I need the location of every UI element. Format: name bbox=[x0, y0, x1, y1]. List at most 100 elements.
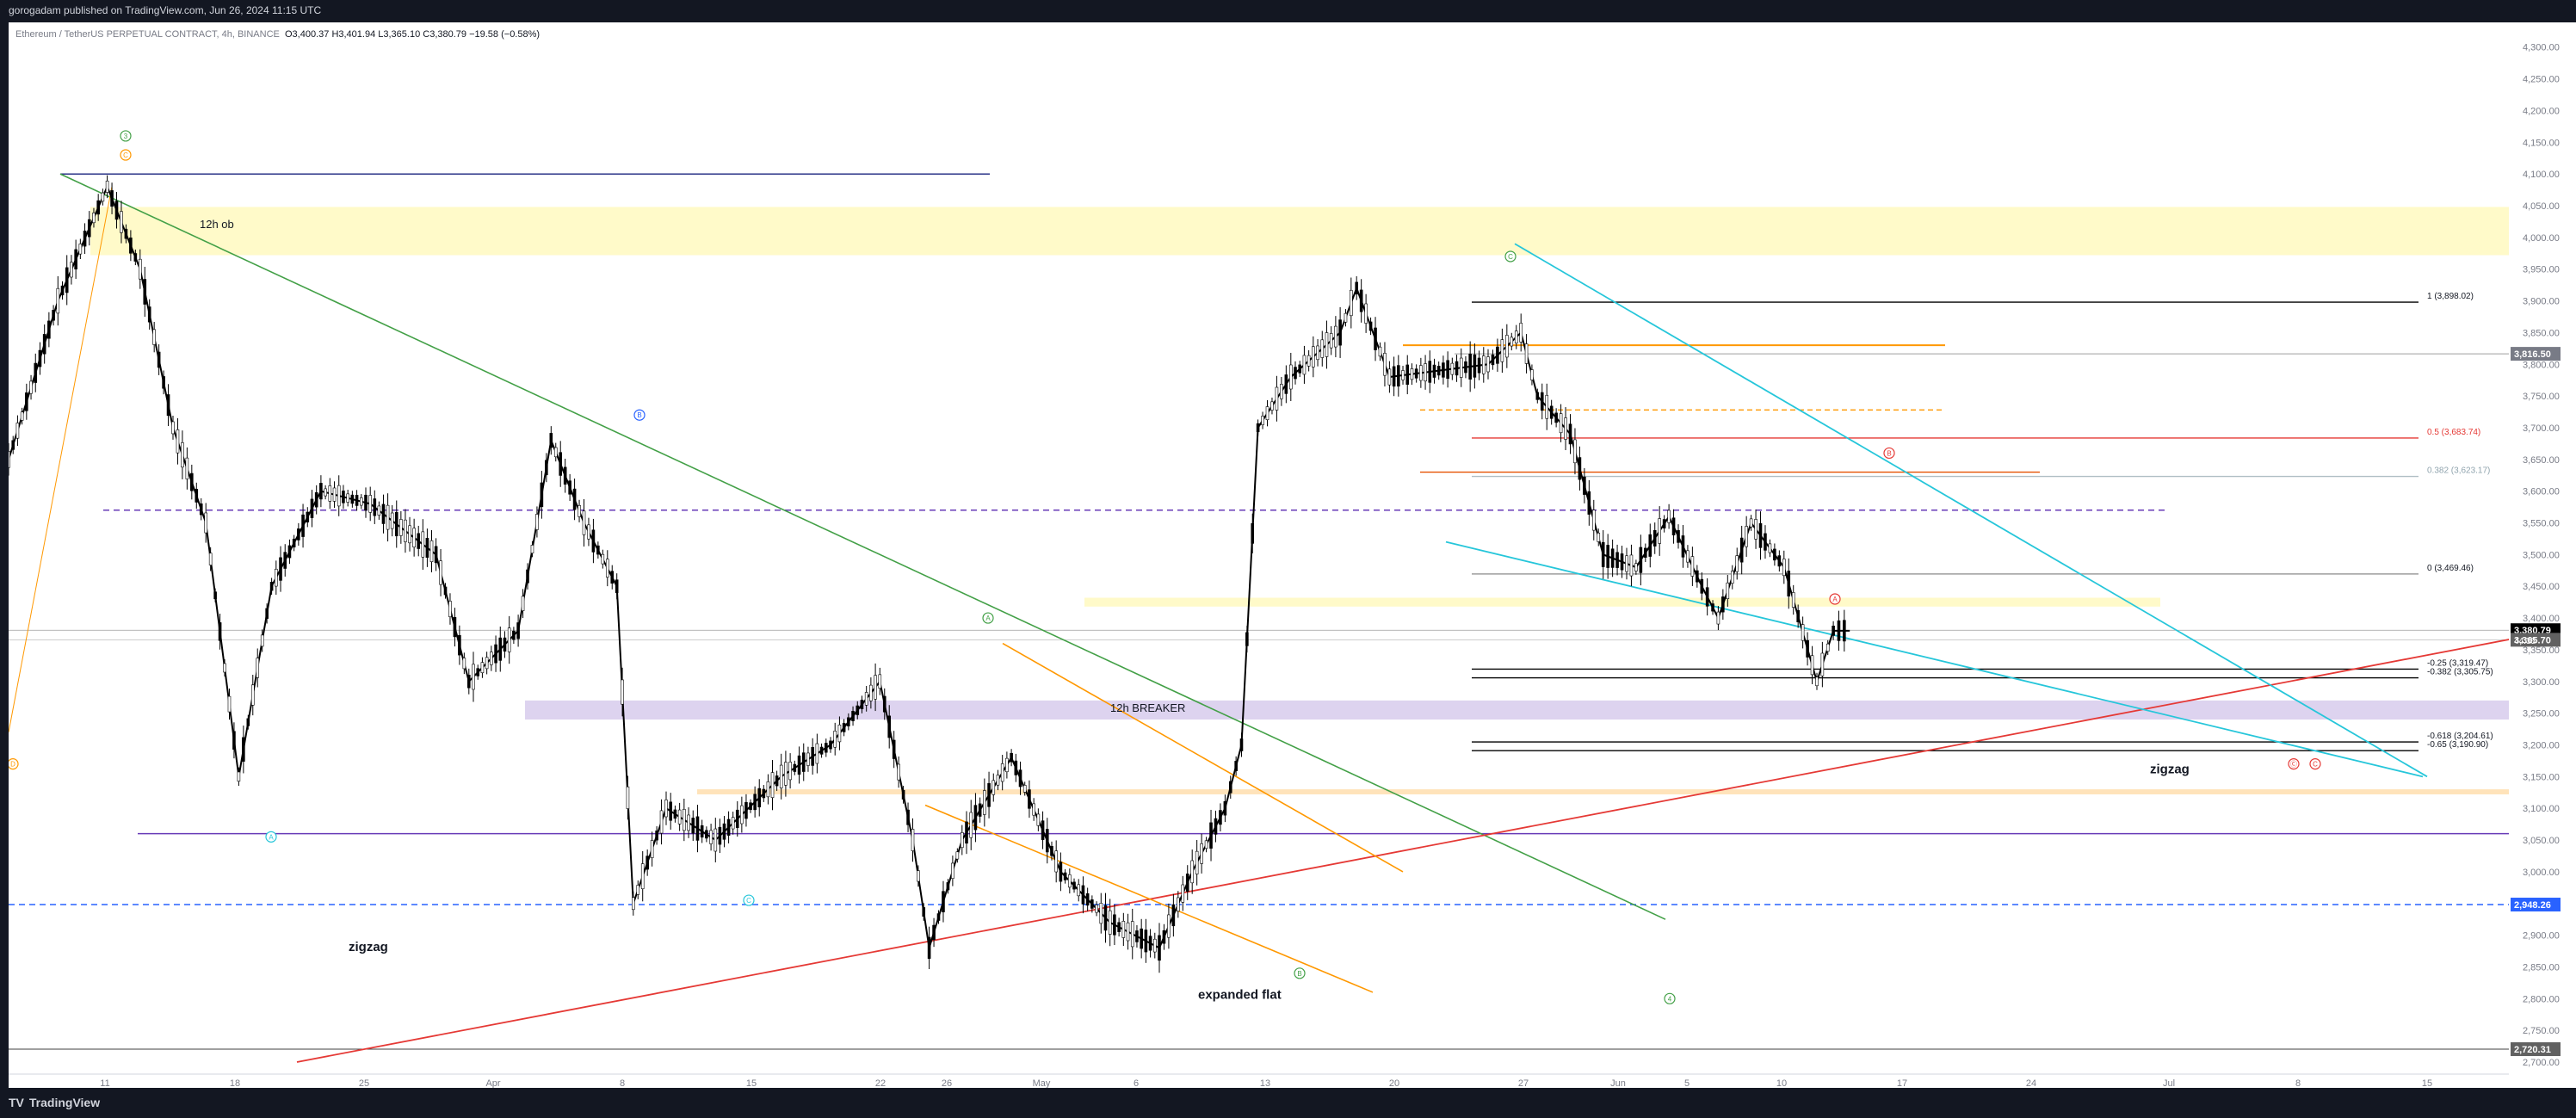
wave-label: 4 bbox=[1668, 995, 1672, 1003]
candle-body bbox=[1450, 362, 1455, 375]
candle-body bbox=[1481, 355, 1486, 374]
candle-body bbox=[901, 789, 905, 800]
candle-body bbox=[687, 814, 690, 831]
price-tag bbox=[2511, 898, 2561, 912]
y-tick-label: 3,950.00 bbox=[2523, 265, 2560, 275]
candle-body bbox=[640, 863, 645, 890]
wave-label: C bbox=[1508, 253, 1513, 261]
candle-body bbox=[439, 560, 442, 585]
candle-body bbox=[490, 652, 493, 665]
tradingview-brand[interactable]: TV TradingView bbox=[9, 1096, 100, 1109]
candle-body bbox=[1028, 789, 1031, 809]
candle-body bbox=[1806, 639, 1809, 658]
minor-zone bbox=[1084, 597, 2160, 607]
candle-body bbox=[1410, 368, 1414, 380]
candle-body bbox=[1190, 860, 1194, 884]
candle-body bbox=[892, 739, 896, 759]
candle-body bbox=[1245, 632, 1249, 646]
zone-label: 12h ob bbox=[200, 218, 234, 231]
candle-body bbox=[801, 752, 806, 772]
candle-body bbox=[1005, 757, 1009, 773]
candle-body bbox=[1294, 367, 1297, 380]
y-tick-label: 3,850.00 bbox=[2523, 328, 2560, 338]
candle-body bbox=[1270, 401, 1274, 411]
x-tick-label: 15 bbox=[2422, 1078, 2432, 1088]
candle-body bbox=[1705, 587, 1709, 607]
candle-body bbox=[1658, 518, 1661, 544]
candle-body bbox=[1368, 321, 1373, 331]
candle-body bbox=[731, 817, 735, 830]
candle-body bbox=[425, 538, 429, 558]
candle-body bbox=[911, 829, 915, 851]
price-tag bbox=[2511, 347, 2561, 361]
candle-body bbox=[572, 488, 577, 510]
candle-body bbox=[1739, 537, 1744, 563]
candle-body bbox=[1234, 761, 1238, 771]
candle-body bbox=[1307, 355, 1311, 367]
candle-body bbox=[1045, 829, 1049, 853]
candle-body bbox=[1387, 368, 1392, 386]
wave-label: A bbox=[269, 833, 274, 841]
candle-body bbox=[1549, 405, 1554, 419]
candle-body bbox=[129, 238, 133, 254]
candle-body bbox=[443, 586, 448, 596]
chart-panel[interactable]: 1 (3,898.02) 0.5 (3,683.74) 0.382 (3,623.1… bbox=[7, 22, 2576, 1089]
candle-body bbox=[101, 192, 105, 202]
candle-body bbox=[683, 808, 686, 831]
candle-body bbox=[1378, 346, 1382, 357]
candle-body bbox=[15, 423, 20, 439]
candle-body bbox=[213, 591, 217, 600]
y-tick-label: 3,150.00 bbox=[2523, 772, 2560, 782]
candle-body bbox=[927, 936, 931, 959]
candle-body bbox=[1745, 526, 1748, 547]
candle-body bbox=[1773, 548, 1776, 561]
price-chart[interactable]: 1 (3,898.02) 0.5 (3,683.74) 0.382 (3,623.1… bbox=[7, 22, 2576, 1089]
fib-label: -0.382 (3,305.75) bbox=[2427, 668, 2493, 677]
candle-body bbox=[700, 825, 704, 838]
candle-body bbox=[242, 737, 245, 762]
candle-body bbox=[540, 482, 544, 508]
candle-body bbox=[587, 524, 590, 540]
candle-body bbox=[394, 511, 398, 537]
candle-body bbox=[498, 637, 503, 661]
wave-marker bbox=[1664, 992, 1676, 1004]
candle-body bbox=[114, 201, 119, 220]
candle-body bbox=[25, 392, 28, 411]
candle-body bbox=[1428, 361, 1432, 383]
x-tick-label: 25 bbox=[359, 1078, 369, 1088]
x-tick-label: 11 bbox=[100, 1078, 109, 1088]
candle-body bbox=[1535, 392, 1540, 400]
candle-body bbox=[936, 913, 941, 921]
candle-body bbox=[275, 568, 278, 587]
y-tick-label: 2,700.00 bbox=[2523, 1058, 2560, 1068]
candle-body bbox=[494, 644, 497, 664]
candle-body bbox=[1355, 281, 1358, 295]
candle-body bbox=[1777, 555, 1782, 567]
candle-body bbox=[287, 545, 292, 559]
candle-body bbox=[1801, 624, 1805, 641]
x-tick-label: May bbox=[1033, 1078, 1051, 1088]
candle-body bbox=[965, 821, 968, 844]
candle-body bbox=[942, 891, 945, 912]
candle-body bbox=[1446, 360, 1449, 380]
candle-body bbox=[770, 772, 775, 799]
wave-label: B bbox=[1297, 970, 1301, 978]
candle-body bbox=[1392, 366, 1396, 387]
candle-body bbox=[195, 489, 199, 503]
candle-body bbox=[1018, 769, 1022, 788]
candle-body bbox=[1338, 319, 1342, 346]
candle-body bbox=[1459, 357, 1463, 378]
candle-body bbox=[1615, 552, 1619, 568]
candle-body bbox=[350, 494, 355, 504]
candle-body bbox=[503, 637, 507, 652]
x-tick-label: 13 bbox=[1260, 1078, 1270, 1088]
pattern-label: expanded flat bbox=[1198, 987, 1282, 1002]
candle-body bbox=[1152, 938, 1157, 953]
candle-body bbox=[1140, 928, 1143, 949]
candle-body bbox=[1162, 930, 1166, 944]
candle-body bbox=[1167, 914, 1171, 938]
candle-body bbox=[265, 608, 269, 619]
candle-body bbox=[610, 571, 615, 584]
candle-body bbox=[1648, 534, 1652, 557]
candle-body bbox=[951, 862, 954, 880]
